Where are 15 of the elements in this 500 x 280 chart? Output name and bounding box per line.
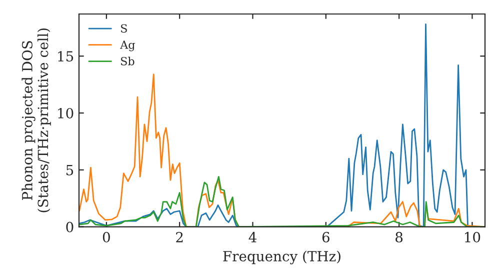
x-tick-label: 8	[396, 232, 403, 242]
y-tick-label: 15	[58, 51, 74, 62]
x-tick-label: 2	[176, 232, 183, 242]
y-tick-label: 10	[58, 108, 74, 118]
y-tick-label: 5	[66, 165, 74, 176]
x-tick-label: 10	[465, 232, 480, 242]
x-tick-label: 0	[102, 232, 110, 242]
x-tick-label: 4	[248, 232, 256, 242]
legend-label: S	[121, 24, 127, 33]
x-tick-label: 6	[322, 232, 330, 242]
y-tick-label: 0	[66, 222, 74, 232]
legend-label: Ag	[120, 40, 135, 52]
y-axis-title: Phonon projected DOS (States/THz·primitive cell)	[22, 28, 51, 212]
x-axis-title: Frequency (THz)	[223, 250, 340, 264]
legend-label: Sb	[121, 56, 134, 66]
